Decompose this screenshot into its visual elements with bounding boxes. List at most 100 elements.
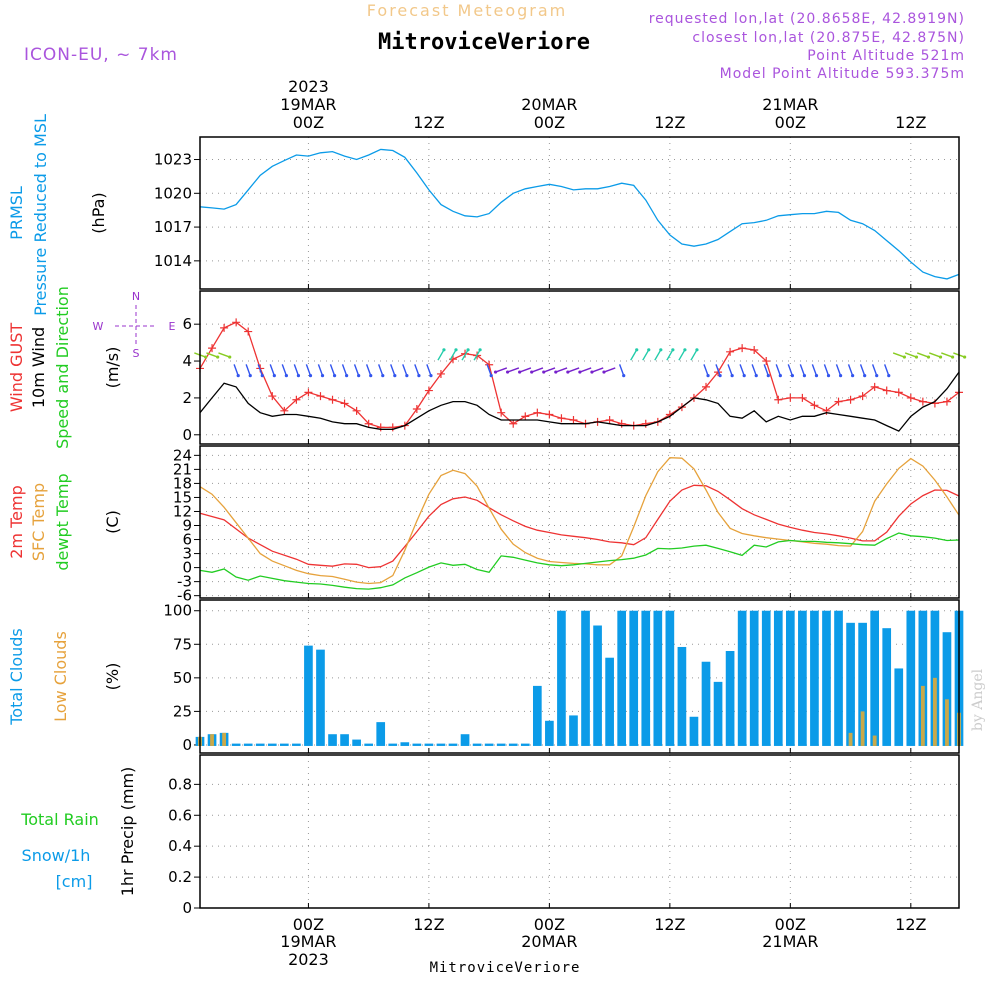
wind-arrow-head — [345, 374, 349, 378]
wind-arrow-head — [950, 355, 955, 359]
wind-arrow-head — [802, 374, 807, 378]
compass-north: N — [132, 290, 140, 303]
wind-arrow — [402, 364, 408, 376]
y-tick-label: 12 — [173, 502, 192, 520]
footer-location: MitroviceVeriore — [430, 960, 581, 976]
wind-arrow-head — [530, 370, 534, 374]
low-cloud-bar — [222, 732, 227, 746]
wind-arrow-head — [635, 348, 639, 352]
wind-arrow-head — [417, 374, 421, 378]
total-cloud-bar — [545, 720, 554, 746]
total-cloud-bar — [858, 622, 867, 746]
y-tick-label: 25 — [173, 702, 192, 720]
wind-arrow-head — [542, 370, 546, 374]
total-cloud-bar — [388, 743, 398, 746]
clouds-axis-title: Low Clouds — [51, 631, 70, 722]
wind-arrow-head — [902, 355, 907, 359]
wind-arrow-head — [296, 374, 301, 378]
low-cloud-bar — [848, 732, 853, 746]
total-cloud-bar — [701, 661, 711, 746]
wind-arrow-head — [454, 348, 458, 352]
wind-arrow — [507, 367, 520, 373]
bottom-time-label: 12Z — [895, 915, 926, 934]
wind-arrow — [859, 364, 866, 376]
bottom-time-label: 00Z — [775, 915, 806, 934]
wind-axis-title: 10m Wind — [29, 327, 48, 408]
top-year-label: 2023 — [288, 77, 329, 96]
model-altitude: Model Point Altitude 593.375m — [720, 66, 965, 82]
y-tick-label: 4 — [182, 352, 192, 370]
y-tick-label: 75 — [173, 635, 192, 653]
wind-arrow — [293, 364, 300, 376]
wind-arrow — [787, 364, 794, 376]
closest-coords: closest lon,lat (20.875E, 42.875N) — [692, 30, 965, 46]
total-cloud-bar — [894, 668, 904, 746]
compass-east: E — [169, 320, 176, 333]
gust-marker — [822, 406, 831, 415]
wind-arrow-head — [926, 355, 931, 359]
gust-marker — [533, 408, 542, 417]
y-tick-label: 100 — [163, 602, 192, 620]
top-time-label: 12Z — [654, 113, 685, 132]
gust-marker — [641, 419, 650, 428]
gust-marker — [316, 392, 325, 401]
model-label: ICON-EU, ~ 7km — [24, 45, 178, 65]
wind-arrow — [329, 364, 336, 376]
wind-arrow — [317, 364, 324, 376]
wind-arrow-head — [622, 374, 626, 378]
temperature-axis-title: dewpt Temp — [53, 473, 72, 570]
total-cloud-bar — [773, 610, 783, 746]
wind-arrow — [305, 364, 312, 376]
wind-arrow-head — [718, 374, 722, 378]
total-cloud-bar — [942, 632, 952, 746]
total-cloud-bar — [292, 743, 301, 746]
gust-marker — [894, 388, 903, 397]
wind-arrow-head — [838, 374, 843, 378]
total-cloud-bar — [364, 743, 374, 746]
top-date-label: 19MAR — [280, 95, 336, 114]
wind-arrow-head — [766, 374, 770, 378]
gust-marker — [762, 357, 771, 366]
bottom-date-label: 20MAR — [521, 932, 577, 951]
precip-axis-title: 1hr Precip (mm) — [118, 767, 137, 897]
top-time-label: 00Z — [775, 113, 806, 132]
wind-arrow-head — [730, 374, 734, 378]
wind-arrow — [579, 367, 592, 373]
total-cloud-bar — [798, 610, 807, 746]
total-cloud-bar — [810, 610, 819, 746]
y-tick-label: 0.8 — [168, 775, 192, 793]
watermark: by Angel — [970, 668, 986, 731]
y-tick-label: 50 — [173, 669, 192, 687]
temperature-axis-title: (C) — [103, 510, 122, 534]
wind-arrow — [799, 364, 806, 376]
wind-arrow — [751, 364, 757, 376]
total-cloud-bar — [665, 610, 675, 746]
wind-arrow-head — [429, 374, 433, 378]
y-tick-label: 15 — [173, 488, 192, 506]
wind-arrow-head — [320, 374, 325, 378]
wind-arrow — [847, 364, 854, 376]
total-cloud-bar — [448, 743, 458, 746]
wind-arrow-head — [493, 370, 498, 374]
gust-marker — [617, 419, 626, 428]
wind-arrow-head — [248, 374, 252, 378]
wind-arrow-head — [204, 355, 208, 359]
top-time-label: 00Z — [534, 113, 565, 132]
gust-marker — [858, 392, 867, 401]
wind-arrow-head — [778, 374, 782, 378]
gust-marker — [557, 414, 566, 423]
bottom-time-label: 00Z — [293, 915, 324, 934]
low-cloud-bar — [872, 735, 877, 746]
low-cloud-bar — [210, 734, 214, 746]
wind-arrow-head — [478, 348, 482, 352]
total-cloud-bar — [412, 743, 422, 746]
gust-marker — [810, 401, 819, 410]
wind-arrow-head — [814, 374, 819, 378]
total-cloud-bar — [822, 610, 831, 746]
low-cloud-bar — [860, 711, 865, 746]
wind-arrow-head — [405, 374, 409, 378]
wind-arrow-head — [851, 374, 855, 378]
y-tick-label: 0 — [182, 899, 192, 917]
wind-arrow — [835, 364, 842, 376]
gust-marker — [280, 406, 289, 415]
